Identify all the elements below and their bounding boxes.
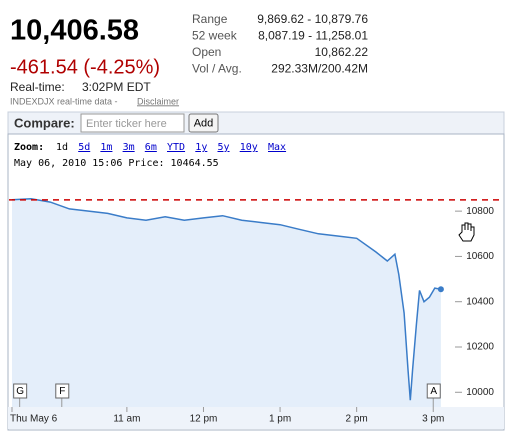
cursor-icon [458,222,475,242]
x-tick-label: 11 am [113,414,140,425]
x-tick-label: 2 pm [346,414,368,425]
zoom-option[interactable]: 6m [145,142,157,153]
realtime-label: Real-time: [10,80,65,94]
stat-value: 10,862.22 [315,45,369,59]
y-tick-label: 10000 [466,387,494,398]
zoom-label: Zoom: [14,142,44,153]
add-button-label: Add [194,117,214,129]
zoom-option[interactable]: 3m [123,142,135,153]
area [12,198,441,407]
x-tick-label: Thu May 6 [10,414,58,425]
current-point [437,286,444,293]
x-tick-label: 12 pm [190,414,218,425]
flag[interactable] [13,383,28,399]
y-tick-label: 10400 [466,296,494,307]
source: INDEXDJX real-time data - [10,96,118,106]
flag[interactable] [426,383,441,399]
stat-label: Range [192,12,228,26]
add-button[interactable] [188,113,219,133]
price-info: May 06, 2010 15:06 Price: 10464.55 [14,158,219,169]
stat-value: 8,087.19 - 11,258.01 [258,29,368,43]
compare-label: Compare: [14,115,75,130]
x-axis-band [8,407,504,429]
stat-value: 9,869.62 - 10,879.76 [257,12,368,26]
zoom-option[interactable]: 1y [195,142,207,153]
zoom-option[interactable]: YTD [167,142,185,153]
zoom-option[interactable]: Max [268,142,286,153]
ticker-input[interactable] [80,113,185,133]
flag[interactable] [55,383,70,399]
zoom-option: 1d [56,142,68,153]
flag-label: A [430,386,437,397]
stat-label: 52 week [192,29,238,43]
zoom-option[interactable]: 1m [100,142,112,153]
zoom-option[interactable]: 5y [218,142,230,153]
disclaimer-link[interactable]: Disclaimer [137,96,179,106]
zoom-option[interactable]: 5d [78,142,90,153]
stat-label: Open [192,45,221,59]
y-tick-label: 10800 [466,206,494,217]
flag-label: G [16,386,24,397]
ticker-placeholder: Enter ticker here [86,118,167,130]
y-tick-label: 10600 [466,251,494,262]
y-tick-label: 10200 [466,342,494,353]
x-tick-label: 1 pm [269,414,291,425]
realtime-time: 3:02PM EDT [82,80,151,94]
price: 10,406.58 [10,15,139,47]
x-tick-label: 3 pm [422,414,444,425]
change: -461.54 (-4.25%) [10,56,160,78]
flag-label: F [59,386,65,397]
stat-label: Vol / Avg. [192,62,242,76]
zoom-option[interactable]: 10y [240,142,258,153]
stat-value: 292.33M/200.42M [271,62,368,76]
price-line [11,197,442,401]
